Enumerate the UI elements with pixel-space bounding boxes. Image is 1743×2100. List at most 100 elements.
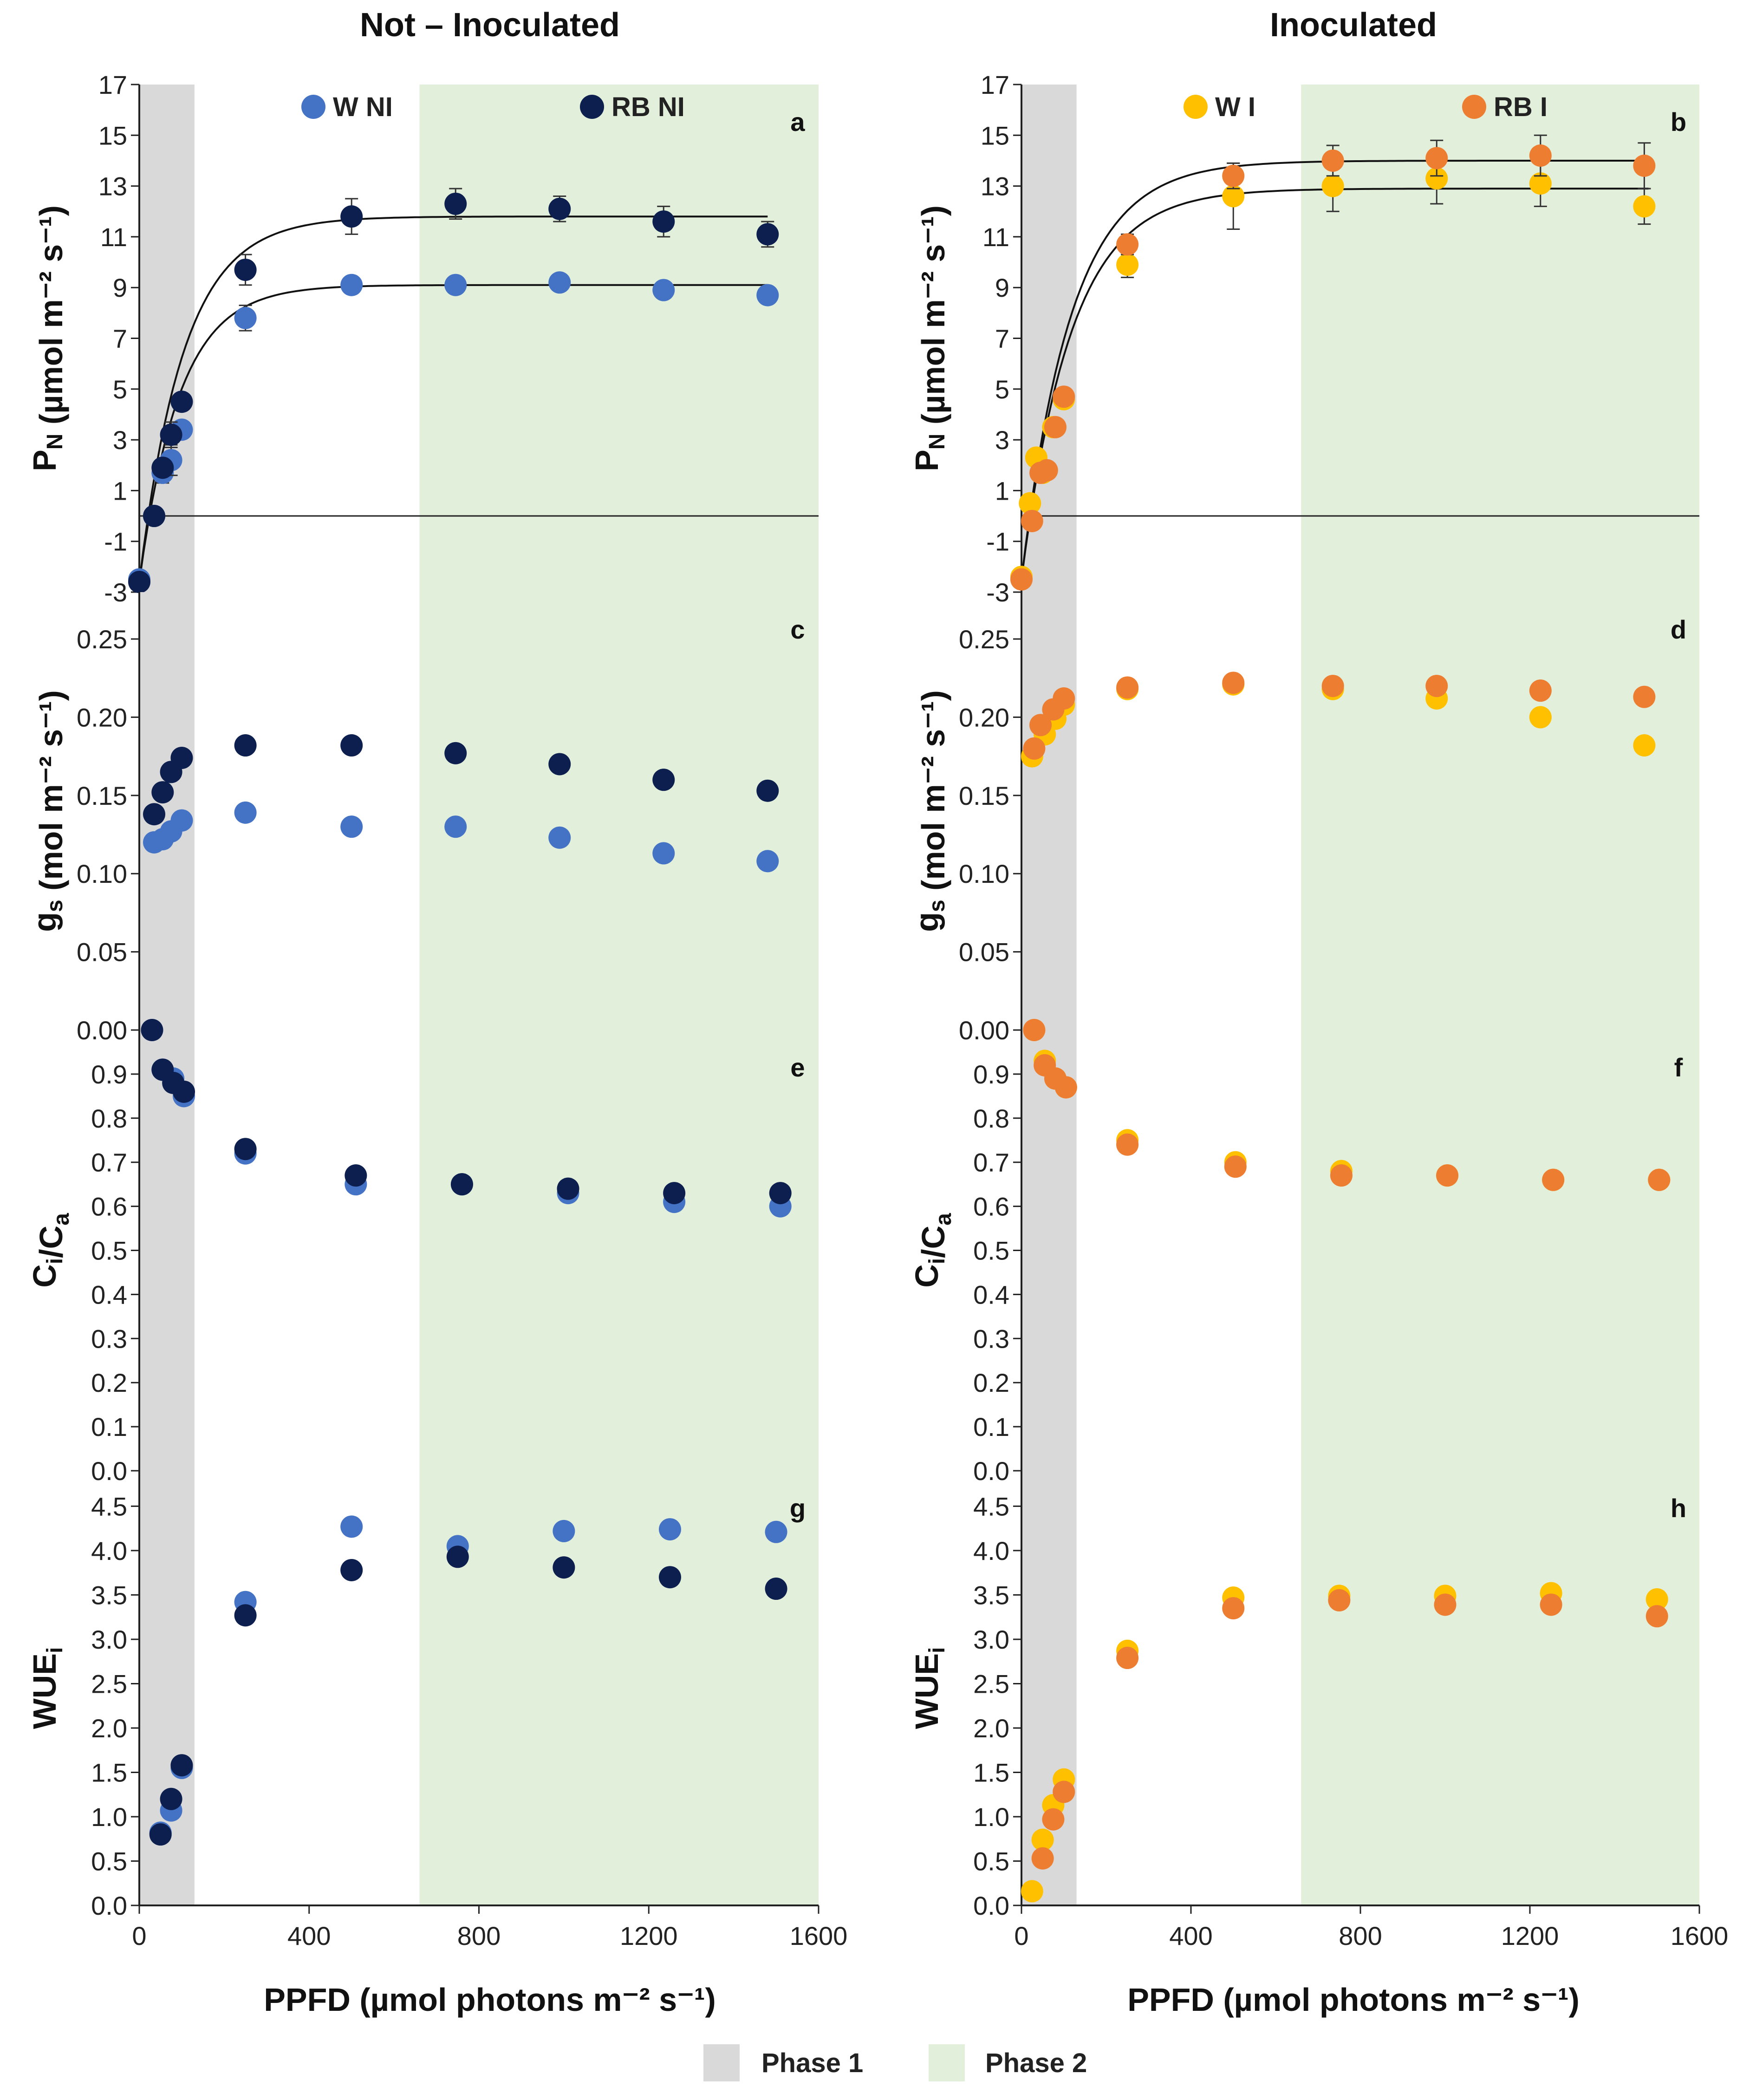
x-axis-title-left: PPFD (µmol photons m⁻² s⁻¹) <box>264 1982 716 2018</box>
point-w-i <box>1529 706 1552 729</box>
y-tick-label: 0.3 <box>973 1324 1009 1353</box>
y-tick-label: 0.10 <box>77 859 127 888</box>
point-rb-i <box>1021 509 1043 532</box>
legend-marker <box>1184 95 1208 119</box>
point-w-i <box>1321 175 1344 197</box>
y-tick-label: 0.0 <box>91 1891 127 1920</box>
point-rb-i <box>1529 144 1552 167</box>
phase-1-label: Phase 1 <box>761 2048 863 2078</box>
x-tick-label: 800 <box>1339 1921 1382 1950</box>
y-tick-label: 0.9 <box>91 1060 127 1089</box>
y-tick-label: 7 <box>995 324 1009 353</box>
y-tick-label: 0.3 <box>91 1324 127 1353</box>
y-tick-label: 3.0 <box>973 1625 1009 1654</box>
y-tick-label: 11 <box>100 222 127 252</box>
y-tick-label: 0.20 <box>77 703 127 732</box>
phase-2-band <box>1301 85 1699 592</box>
point-rb-i <box>1542 1168 1565 1191</box>
y-tick-label: 0.4 <box>91 1280 127 1309</box>
point-rb-ni <box>340 1559 363 1581</box>
y-tick-label: 0.2 <box>973 1368 1009 1397</box>
point-rb-ni <box>658 1566 681 1589</box>
point-w-ni <box>652 279 675 301</box>
panel-d: 0.00 0.05 0.10 0.15 0.20 0.25 gs (mol m⁻² s⁻¹)… <box>909 592 1699 1045</box>
point-w-ni <box>652 842 675 865</box>
phase-2-band <box>1301 1471 1699 1905</box>
x-tick-label: 400 <box>1169 1921 1212 1950</box>
y-tick-label: 17 <box>981 70 1009 99</box>
y-tick-label: 0.00 <box>959 1016 1009 1045</box>
y-tick-label: -3 <box>986 578 1009 607</box>
y-tick-label: 0.0 <box>973 1891 1009 1920</box>
point-w-ni <box>756 850 779 873</box>
x-tick-label: 1200 <box>620 1921 678 1950</box>
point-rb-i <box>1116 676 1139 699</box>
point-rb-ni <box>340 205 363 228</box>
point-w-i <box>1633 195 1656 218</box>
point-rb-i <box>1425 147 1448 170</box>
point-rb-i <box>1023 1019 1046 1041</box>
point-rb-i <box>1330 1164 1353 1187</box>
point-w-ni <box>444 274 467 296</box>
panel-letter: d <box>1671 615 1686 644</box>
x-axis-title-right: PPFD (µmol photons m⁻² s⁻¹) <box>1127 1982 1580 2018</box>
y-tick-label: 0.9 <box>973 1060 1009 1089</box>
point-rb-ni <box>151 457 174 479</box>
phase-2-band <box>419 1030 819 1471</box>
point-w-ni <box>756 284 779 307</box>
point-rb-ni <box>652 769 675 791</box>
y-tick-label: 15 <box>98 121 127 150</box>
panel-letter: c <box>790 615 805 644</box>
point-rb-i <box>1031 1847 1054 1870</box>
point-rb-i <box>1648 1168 1671 1191</box>
y-axis-title: PN (µmol m⁻² s⁻¹) <box>26 205 69 471</box>
point-w-i <box>1116 254 1139 276</box>
y-tick-label: 0.05 <box>77 938 127 967</box>
point-rb-i <box>1434 1593 1457 1616</box>
point-rb-ni <box>756 779 779 802</box>
phase-2-band <box>419 592 819 1030</box>
point-rb-ni <box>345 1164 367 1187</box>
y-tick-label: 5 <box>995 375 1009 404</box>
y-tick-label: 0.05 <box>959 938 1009 967</box>
y-tick-label: 2.5 <box>91 1669 127 1698</box>
y-tick-label: 7 <box>113 324 127 353</box>
y-tick-label: 1.5 <box>973 1758 1009 1787</box>
point-w-i <box>1425 167 1448 190</box>
y-tick-label: -3 <box>104 578 127 607</box>
point-w-ni <box>340 1515 363 1538</box>
y-tick-label: 0.7 <box>91 1148 127 1177</box>
legend-label: RB NI <box>611 92 685 122</box>
y-tick-label: 15 <box>981 121 1009 150</box>
y-tick-label: 1.0 <box>973 1802 1009 1832</box>
point-rb-ni <box>151 781 174 804</box>
point-w-ni <box>553 1520 575 1542</box>
y-tick-label: 0.0 <box>973 1456 1009 1486</box>
y-axis-title: PN (µmol m⁻² s⁻¹) <box>909 205 951 471</box>
point-rb-ni <box>143 803 166 826</box>
point-rb-i <box>1436 1164 1459 1187</box>
x-tick-label: 0 <box>132 1921 146 1950</box>
point-rb-i <box>1321 675 1344 698</box>
y-axis-title: gs (mol m⁻² s⁻¹) <box>26 690 69 932</box>
point-rb-i <box>1328 1589 1351 1611</box>
y-tick-label: 0.6 <box>91 1192 127 1221</box>
point-rb-ni <box>160 1787 182 1810</box>
point-rb-i <box>1222 672 1245 694</box>
y-tick-label: 17 <box>98 70 127 99</box>
y-tick-label: 1 <box>113 476 127 505</box>
point-rb-ni <box>234 258 257 281</box>
y-axis-title: WUEi <box>909 1647 950 1729</box>
y-tick-label: 3 <box>113 425 127 455</box>
point-rb-i <box>1044 416 1067 438</box>
point-w-ni <box>548 826 571 849</box>
point-rb-ni <box>173 1080 195 1103</box>
point-rb-i <box>1035 459 1058 482</box>
phase-legend: Phase 1 Phase 2 <box>703 2044 1087 2081</box>
point-rb-ni <box>170 1754 193 1777</box>
y-tick-label: 0.8 <box>973 1104 1009 1133</box>
point-w-i <box>1222 185 1245 208</box>
point-rb-i <box>1224 1155 1247 1178</box>
y-tick-label: -1 <box>104 527 127 556</box>
